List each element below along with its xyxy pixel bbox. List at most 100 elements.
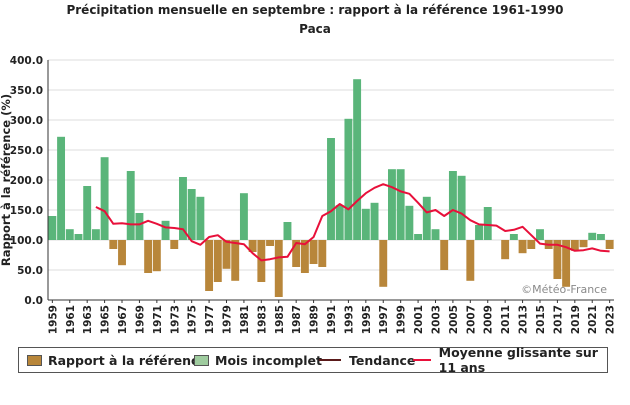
x-tick-label: 1959 bbox=[47, 305, 59, 334]
bar-1977 bbox=[205, 240, 214, 291]
bar-2003 bbox=[431, 229, 440, 240]
bar-1965 bbox=[100, 157, 109, 240]
x-tick-label: 1965 bbox=[100, 305, 112, 334]
bar-1990 bbox=[318, 240, 327, 267]
bar-1981 bbox=[239, 193, 248, 240]
bar-1984 bbox=[266, 240, 274, 246]
bar-2012 bbox=[509, 234, 518, 240]
x-tick-label: 1995 bbox=[361, 305, 373, 334]
x-tick-label: 2017 bbox=[552, 305, 564, 334]
x-tick-label: 2011 bbox=[500, 305, 512, 334]
x-tick-label: 1975 bbox=[187, 305, 199, 334]
watermark: ©Météo-France bbox=[521, 283, 607, 296]
chart-subtitle: Paca bbox=[299, 22, 331, 36]
bar-2008 bbox=[475, 225, 483, 240]
bar-1987 bbox=[292, 240, 301, 267]
x-tick-label: 1985 bbox=[274, 305, 286, 334]
legend-line-trend bbox=[319, 359, 341, 361]
bar-1982 bbox=[248, 240, 257, 252]
bar-1979 bbox=[222, 240, 231, 269]
bar-1996 bbox=[370, 202, 379, 240]
bar-1994 bbox=[353, 79, 362, 240]
bar-1999 bbox=[396, 169, 405, 240]
bar-1989 bbox=[309, 240, 318, 264]
bar-2019 bbox=[570, 240, 579, 251]
bar-2009 bbox=[483, 207, 492, 240]
x-tick-label: 1969 bbox=[134, 305, 146, 334]
x-tick-label: 2001 bbox=[413, 305, 425, 334]
y-tick-label: 350.0 bbox=[10, 85, 43, 97]
legend-label-incomplete: Mois incomplet bbox=[215, 352, 322, 368]
bar-1970 bbox=[144, 240, 153, 273]
moving-average-line bbox=[95, 183, 610, 262]
x-tick-label: 1993 bbox=[343, 305, 355, 334]
bar-1978 bbox=[213, 240, 222, 282]
bar-1995 bbox=[361, 208, 370, 240]
y-tick-label: 150.0 bbox=[10, 205, 43, 217]
bar-2001 bbox=[414, 234, 423, 240]
x-tick-label: 2009 bbox=[483, 305, 495, 334]
bar-1974 bbox=[179, 177, 187, 240]
bar-2021 bbox=[588, 232, 597, 240]
bar-2018 bbox=[562, 240, 571, 287]
bar-1963 bbox=[83, 186, 92, 240]
bar-2020 bbox=[579, 240, 588, 248]
bar-1998 bbox=[388, 169, 396, 240]
x-tick-label: 2019 bbox=[570, 305, 582, 334]
bar-2000 bbox=[405, 205, 414, 240]
bar-2004 bbox=[440, 240, 449, 270]
y-tick-label: 400.0 bbox=[10, 55, 43, 67]
bar-1969 bbox=[135, 213, 144, 240]
legend-item-reference: Rapport à la référence bbox=[27, 353, 207, 368]
x-tick-label: 2023 bbox=[605, 305, 617, 334]
bar-2015 bbox=[536, 229, 544, 240]
legend-label-moving-average: Moyenne glissante sur 11 ans bbox=[438, 345, 598, 375]
chart-title: Précipitation mensuelle en septembre : r… bbox=[66, 3, 564, 17]
legend-item-incomplete: Mois incomplet bbox=[194, 353, 322, 368]
x-tick-label: 1979 bbox=[222, 305, 234, 334]
x-tick-label: 2005 bbox=[448, 305, 460, 334]
bar-1962 bbox=[74, 234, 83, 240]
y-tick-label: 0.0 bbox=[24, 295, 43, 307]
bar-1997 bbox=[379, 240, 388, 287]
x-tick-label: 1989 bbox=[309, 305, 321, 334]
x-tick-label: 1971 bbox=[152, 305, 164, 334]
bar-2005 bbox=[448, 171, 457, 240]
bar-1973 bbox=[170, 240, 179, 249]
x-tick-label: 2003 bbox=[430, 305, 442, 334]
x-tick-label: 1967 bbox=[117, 305, 129, 334]
y-tick-label: 100.0 bbox=[10, 235, 43, 247]
bar-1992 bbox=[335, 205, 344, 240]
x-tick-label: 2013 bbox=[518, 305, 530, 334]
x-tick-label: 1961 bbox=[65, 305, 77, 334]
x-tick-label: 2015 bbox=[535, 305, 547, 334]
bar-1980 bbox=[231, 240, 240, 281]
bar-1985 bbox=[274, 240, 283, 297]
bar-1972 bbox=[161, 220, 170, 240]
bar-1991 bbox=[327, 138, 335, 240]
bar-1975 bbox=[187, 189, 196, 240]
x-tick-label: 1973 bbox=[169, 305, 181, 334]
x-tick-label: 1991 bbox=[326, 305, 338, 334]
bar-1971 bbox=[152, 240, 161, 272]
x-tick-label: 1999 bbox=[396, 305, 408, 334]
y-tick-label: 50.0 bbox=[17, 265, 43, 277]
x-tick-label: 1977 bbox=[204, 305, 216, 334]
chart-legend: Rapport à la référence Mois incomplet Te… bbox=[18, 345, 608, 375]
y-tick-label: 200.0 bbox=[10, 175, 43, 187]
bar-2017 bbox=[553, 240, 562, 279]
legend-item-moving-average: Moyenne glissante sur 11 ans bbox=[413, 345, 607, 375]
bar-2022 bbox=[596, 234, 605, 240]
bar-1993 bbox=[344, 118, 353, 240]
legend-label-reference: Rapport à la référence bbox=[48, 352, 207, 368]
legend-label-trend: Tendance bbox=[349, 352, 416, 368]
legend-line-moving-average bbox=[413, 359, 431, 361]
bar-1986 bbox=[283, 222, 292, 240]
legend-swatch-incomplete bbox=[194, 354, 209, 366]
x-tick-label: 2021 bbox=[587, 305, 599, 334]
x-tick-label: 1983 bbox=[256, 305, 268, 334]
x-tick-label: 1963 bbox=[82, 305, 94, 334]
bar-1988 bbox=[300, 240, 309, 273]
precipitation-chart: 0.0 50.0 100.0 150.0 200.0 250.0 300.0 350.0 400… bbox=[0, 55, 617, 334]
bar-1966 bbox=[109, 240, 118, 249]
